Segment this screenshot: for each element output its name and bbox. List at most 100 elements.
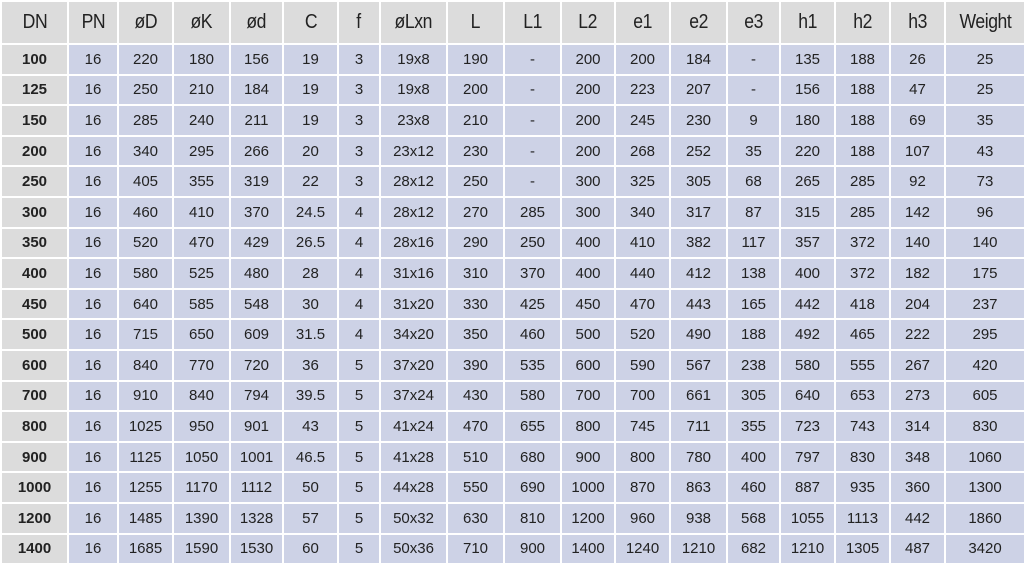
table-cell: 16 [67, 195, 119, 229]
table-cell: 16 [67, 43, 119, 76]
table-cell: 34x20 [379, 318, 448, 351]
table-cell: 460 [726, 471, 781, 504]
table-cell: 9 [726, 104, 781, 137]
table-cell: 188 [834, 73, 891, 107]
table-cell: 720 [229, 348, 284, 382]
table-cell: 245 [614, 104, 671, 137]
column-header: øD [117, 0, 174, 45]
table-row: 1400 16 1685 1590 1530 60 5 50x36 710 900 1400 1240… [0, 532, 1024, 566]
table-cell: 357 [779, 226, 836, 260]
table-cell: 410 [614, 226, 671, 260]
dn-cell: 700 [0, 379, 69, 413]
table-cell: 28x12 [379, 195, 448, 229]
table-cell: 310 [446, 257, 505, 290]
table-cell: 525 [172, 257, 231, 290]
table-cell: 16 [67, 440, 119, 474]
table-cell: 16 [67, 379, 119, 413]
table-row: 150 16 285 240 211 19 3 23x8 210-200 245 230 9 180 18… [0, 104, 1024, 137]
table-cell: 200 [614, 43, 671, 76]
table-cell: 370 [503, 257, 562, 290]
table-row: 700 16 910 840 794 39.5 5 37x24 430 580 700 700 661 3… [0, 379, 1024, 413]
table-cell: 1685 [117, 532, 174, 566]
table-cell: 270 [446, 195, 505, 229]
table-cell: 1055 [779, 501, 836, 535]
table-cell: 640 [117, 287, 174, 321]
table-cell: 840 [172, 379, 231, 413]
table-cell: 340 [614, 195, 671, 229]
table-cell: 73 [944, 165, 1024, 198]
table-cell: 30 [282, 287, 339, 321]
table-cell: 4 [337, 226, 381, 260]
table-cell: 36 [282, 348, 339, 382]
dn-cell: 450 [0, 287, 69, 321]
table-cell: 285 [834, 165, 891, 198]
table-cell: 567 [669, 348, 728, 382]
table-cell: 585 [172, 287, 231, 321]
table-cell: 412 [669, 257, 728, 290]
table-cell: 16 [67, 257, 119, 290]
dn-cell: 500 [0, 318, 69, 351]
table-cell: 710 [446, 532, 505, 566]
table-cell: 23x12 [379, 134, 448, 168]
table-cell: 26 [889, 43, 946, 76]
table-cell: 240 [172, 104, 231, 137]
column-header-label: C [304, 11, 317, 33]
table-cell: 273 [889, 379, 946, 413]
table-cell: 870 [614, 471, 671, 504]
table-cell: 600 [560, 348, 616, 382]
table-cell: 22 [282, 165, 339, 198]
table-cell: 4 [337, 318, 381, 351]
table-cell: 1328 [229, 501, 284, 535]
table-cell: 31x20 [379, 287, 448, 321]
table-cell: 20 [282, 134, 339, 168]
table-cell: 794 [229, 379, 284, 413]
table-cell: 230 [446, 134, 505, 168]
table-cell: 700 [614, 379, 671, 413]
table-cell: 609 [229, 318, 284, 351]
table-cell: 460 [117, 195, 174, 229]
table-cell: 87 [726, 195, 781, 229]
table-cell: 520 [117, 226, 174, 260]
table-cell: 200 [560, 43, 616, 76]
table-cell: 265 [779, 165, 836, 198]
table-cell: 285 [503, 195, 562, 229]
table-cell: 295 [944, 318, 1024, 351]
table-cell: 1112 [229, 471, 284, 504]
column-header-label: øK [190, 11, 213, 33]
table-row: 800 16 1025 950 901 43 5 41x24 470 655 800 745 711 35… [0, 410, 1024, 443]
table-cell: 314 [889, 410, 946, 443]
table-cell: - [503, 73, 562, 107]
table-cell: 16 [67, 318, 119, 351]
table-cell: 3420 [944, 532, 1024, 566]
table-cell: 5 [337, 440, 381, 474]
table-cell: 16 [67, 348, 119, 382]
table-cell: 37x20 [379, 348, 448, 382]
table-cell: 950 [172, 410, 231, 443]
column-header: L2 [560, 0, 616, 45]
table-cell: 5 [337, 348, 381, 382]
table-cell: 211 [229, 104, 284, 137]
table-cell: 470 [446, 410, 505, 443]
table-cell: 237 [944, 287, 1024, 321]
table-cell: 16 [67, 104, 119, 137]
table-cell: 46.5 [282, 440, 339, 474]
table-cell: 50x36 [379, 532, 448, 566]
table-cell: 207 [669, 73, 728, 107]
table-cell: 5 [337, 501, 381, 535]
table-cell: 535 [503, 348, 562, 382]
table-cell: 743 [834, 410, 891, 443]
table-cell: 92 [889, 165, 946, 198]
table-cell: 200 [560, 73, 616, 107]
table-cell: - [726, 73, 781, 107]
table-cell: 372 [834, 257, 891, 290]
table-cell: 16 [67, 287, 119, 321]
table-cell: 156 [229, 43, 284, 76]
table-cell: 220 [779, 134, 836, 168]
table-cell: 300 [560, 165, 616, 198]
column-header-label: L [470, 11, 481, 33]
column-header: Weight [944, 0, 1024, 45]
dn-cell: 350 [0, 226, 69, 260]
column-header: øLxn [379, 0, 448, 45]
table-cell: 1210 [669, 532, 728, 566]
table-cell: 400 [560, 226, 616, 260]
